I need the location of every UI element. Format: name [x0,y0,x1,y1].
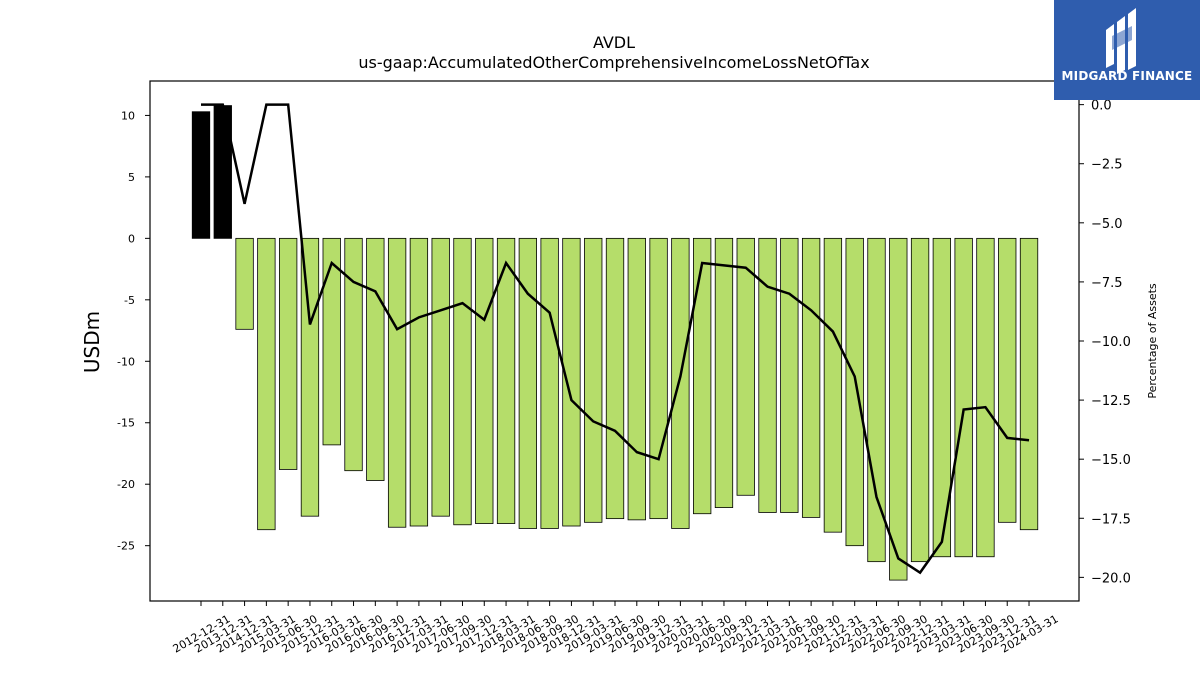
bar [584,237,603,523]
logo: MIDGARD FINANCE [1054,0,1200,100]
bar-layer [191,105,1039,581]
pct-assets-line [201,103,1030,575]
bar [758,237,777,513]
bar [431,237,450,517]
bar [235,237,254,330]
chart-title: AVDL [593,33,635,52]
bar [714,237,734,508]
y-tick-label: -25 [117,540,135,553]
logo-text: MIDGARD FINANCE [1061,69,1193,83]
y2-tick-label: −17.5 [1091,512,1131,527]
y2-tick-label: −5.0 [1091,217,1123,232]
y2-tick-label: −12.5 [1091,394,1131,409]
y2-tick-label: −20.0 [1091,571,1131,586]
y-tick-label: 10 [121,109,135,122]
y2-tick-label: 0.0 [1091,99,1112,114]
left-axis: 10 5 0 -5 -10 -15 -20 -25 [117,109,150,553]
bar [300,237,320,517]
bar [780,237,799,513]
y-axis-label: USDm [80,311,104,373]
y2-axis-label: Percentage of Assets [1146,283,1159,399]
right-axis: 0.0 −2.5 −5.0 −7.5 −10.0 −12.5 −15.0 −17.5 −20.0 [1079,99,1131,586]
y2-tick-label: −7.5 [1091,276,1123,291]
bar [627,237,646,521]
bar [998,237,1017,523]
bar [801,237,821,518]
bar [475,237,494,524]
bar [191,111,211,239]
bar [671,237,690,529]
y-tick-label: 0 [128,232,135,245]
bar [693,237,712,515]
bar [279,237,298,470]
bar [453,237,472,526]
bar [954,237,973,558]
bar [496,237,516,524]
y-tick-label: -5 [124,294,135,307]
logo-mark-icon [1106,8,1136,74]
x-axis: 2012-12-312013-12-312014-12-312015-03-31… [171,601,1061,656]
y-tick-label: -10 [117,355,135,368]
bar [257,237,276,531]
bar [605,237,625,520]
bar [213,105,232,239]
bar [540,237,559,529]
y2-tick-label: −10.0 [1091,335,1131,350]
bar [845,237,864,547]
y2-tick-label: −15.0 [1091,453,1131,468]
y-tick-label: -15 [117,417,135,430]
bar [867,237,886,563]
line-layer [201,103,1030,575]
bar [889,237,908,581]
y2-tick-label: −2.5 [1091,158,1123,173]
y-tick-label: -20 [117,478,135,491]
bar [910,237,930,563]
bar [932,237,952,558]
bar [344,237,363,472]
bar [366,237,385,481]
bar [322,237,341,446]
y-tick-label: 5 [128,171,135,184]
bar [976,237,995,558]
bar [649,237,668,520]
bar [823,237,843,533]
bar [387,237,407,528]
bar [409,237,429,527]
bar [562,237,581,527]
bar [736,237,755,496]
bar [1019,237,1039,531]
bar [518,237,537,529]
chart-subtitle: us-gaap:AccumulatedOtherComprehensiveInc… [358,53,869,72]
